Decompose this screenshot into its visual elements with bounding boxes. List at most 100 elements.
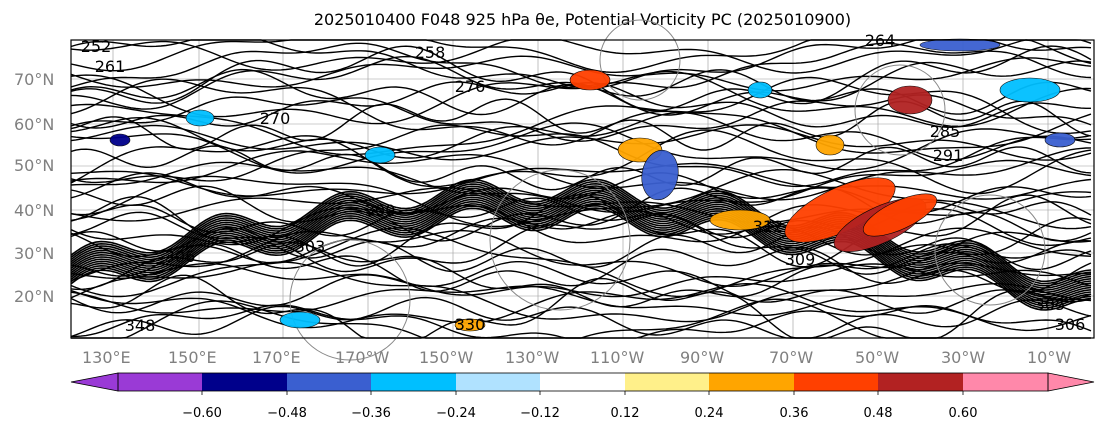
contour-label: 276 xyxy=(455,77,486,96)
contour-label: 303 xyxy=(295,237,326,256)
theta-e-contour xyxy=(70,124,1092,161)
colorbar-ticks: −0.60 −0.48 −0.36 −0.24 −0.12 0.12 0.24 … xyxy=(182,406,977,421)
colorbar-extend-max xyxy=(1047,372,1095,392)
lat-label-30: 30°N xyxy=(14,244,54,263)
lon-label-30w: 30°W xyxy=(941,348,985,367)
colorbar-bin xyxy=(963,373,1048,391)
colorbar-bin xyxy=(794,373,878,391)
contour-label: 305 xyxy=(1035,295,1066,314)
contour-label: 306 xyxy=(1055,315,1086,334)
pv-patch xyxy=(279,311,321,329)
jet-contour xyxy=(70,193,1092,298)
theta-e-contour xyxy=(70,261,1092,314)
colorbar-bin xyxy=(456,373,540,391)
cb-tick-1: −0.60 xyxy=(182,406,222,421)
pv-patch xyxy=(1044,132,1076,148)
lat-label-70: 70°N xyxy=(14,70,54,89)
colorbar-bin xyxy=(287,373,371,391)
colorbar-bin xyxy=(625,373,709,391)
theta-e-contours xyxy=(70,19,1092,361)
lon-label-150w: 150°W xyxy=(419,348,474,367)
theta-e-contour xyxy=(70,124,1092,188)
contour-label: 291 xyxy=(933,146,964,165)
contour-label: 306 xyxy=(165,247,196,266)
pv-patch xyxy=(919,38,1001,52)
contour-label: 285 xyxy=(930,122,961,141)
lat-label-40: 40°N xyxy=(14,201,54,220)
theta-e-contour xyxy=(70,282,1092,332)
pv-patch xyxy=(109,133,131,147)
jet-contour xyxy=(70,189,1092,294)
cb-tick-2: −0.48 xyxy=(267,406,307,421)
pv-patch xyxy=(815,134,845,156)
gray-contour-circle xyxy=(934,194,1046,306)
gray-contour-circle xyxy=(599,19,681,101)
pv-patch xyxy=(364,146,396,164)
theta-e-contour xyxy=(70,210,1092,264)
lon-label-130e: 130°E xyxy=(82,348,131,367)
jet-contour xyxy=(70,191,1092,296)
jet-contour xyxy=(70,204,1092,309)
jet-contour xyxy=(70,196,1092,300)
contour-label: 252 xyxy=(81,37,112,56)
pv-patch xyxy=(185,109,215,127)
cb-tick-8: 0.36 xyxy=(780,406,809,421)
theta-e-contour xyxy=(70,296,1092,339)
contour-label: 348 xyxy=(125,316,156,335)
contour-label: 261 xyxy=(95,57,126,76)
pv-patch xyxy=(747,81,773,99)
colorbar-bin xyxy=(878,373,963,391)
cb-tick-5: −0.12 xyxy=(520,406,560,421)
lat-label-60: 60°N xyxy=(14,115,54,134)
lon-label-50w: 50°W xyxy=(855,348,899,367)
theta-e-contour xyxy=(70,162,1092,200)
theta-e-contour xyxy=(70,227,1092,298)
jet-contour xyxy=(70,182,1092,287)
lon-label-90w: 90°W xyxy=(680,348,724,367)
cb-tick-4: −0.24 xyxy=(436,406,476,421)
colorbar xyxy=(70,372,1095,395)
jet-contour xyxy=(70,185,1092,289)
lon-label-70w: 70°W xyxy=(769,348,813,367)
cb-tick-10: 0.60 xyxy=(949,406,978,421)
pv-patch xyxy=(569,69,611,91)
cb-tick-6: 0.12 xyxy=(611,406,640,421)
lon-label-130w: 130°W xyxy=(505,348,560,367)
colorbar-bin xyxy=(709,373,794,391)
jet-contour xyxy=(70,200,1092,305)
jet-contour xyxy=(70,198,1092,302)
contour-label: 270 xyxy=(260,109,291,128)
theta-e-contour xyxy=(70,122,1092,174)
lon-label-10w: 10°W xyxy=(1027,348,1071,367)
pv-patch xyxy=(641,149,679,201)
cb-tick-9: 0.48 xyxy=(864,406,893,421)
theta-e-contour xyxy=(70,39,1092,74)
jet-contour xyxy=(70,207,1092,311)
jet-contour xyxy=(70,187,1092,291)
pv-patch xyxy=(862,193,938,237)
lat-label-50: 50°N xyxy=(14,156,54,175)
colorbar-extend-min xyxy=(70,372,119,392)
cb-tick-7: 0.24 xyxy=(695,406,724,421)
colorbar-bin xyxy=(202,373,287,391)
lon-label-170e: 170°E xyxy=(252,348,301,367)
contour-label: 309 xyxy=(785,250,816,269)
jet-contour xyxy=(70,180,1092,285)
cb-tick-3: −0.36 xyxy=(351,406,391,421)
gray-contour-circle xyxy=(854,64,946,156)
contour-label: 258 xyxy=(415,43,446,62)
colorbar-bin xyxy=(118,373,202,391)
latitude-axis: 70°N 60°N 50°N 40°N 30°N 20°N xyxy=(14,70,54,306)
gray-contour-circle xyxy=(289,239,411,361)
gray-contour-circle xyxy=(489,169,631,311)
contour-label: 330 xyxy=(455,315,486,334)
contour-label: 312 xyxy=(753,217,784,236)
jet-contour xyxy=(70,178,1092,283)
jet-contour xyxy=(70,202,1092,307)
colorbar-bin xyxy=(540,373,625,391)
colorbar-frame xyxy=(117,372,1049,392)
theta-e-contour xyxy=(70,185,1092,242)
lat-label-20: 20°N xyxy=(14,287,54,306)
